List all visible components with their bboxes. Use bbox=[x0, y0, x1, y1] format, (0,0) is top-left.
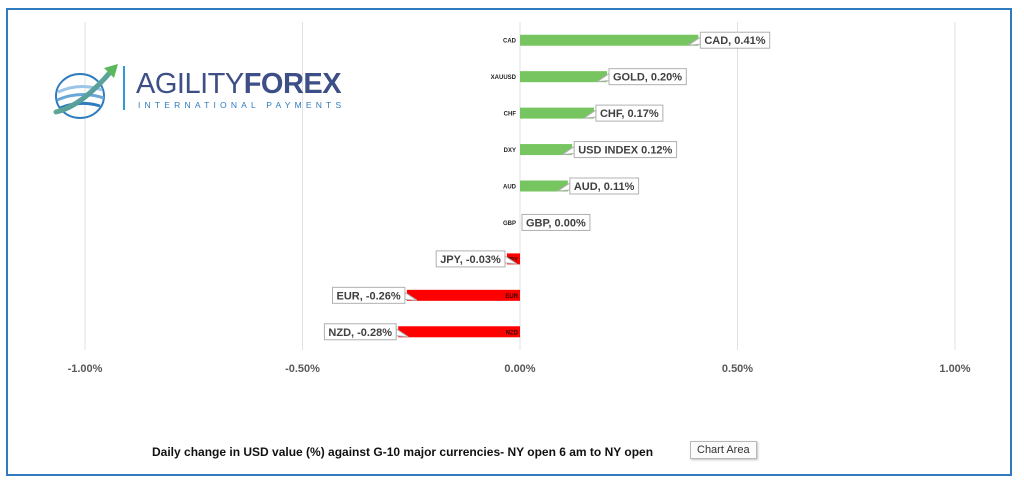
data-label-box bbox=[331, 286, 406, 304]
data-label: EUR, -0.26% bbox=[336, 290, 400, 302]
data-label-box bbox=[595, 104, 664, 122]
category-label: EUR bbox=[505, 294, 518, 300]
data-label-box bbox=[323, 323, 397, 341]
bar bbox=[520, 180, 568, 192]
bar bbox=[406, 289, 520, 301]
data-label: CHF, 0.17% bbox=[600, 108, 659, 120]
chart-area-tooltip: Chart Area bbox=[690, 441, 757, 459]
data-label: CAD, 0.41% bbox=[704, 35, 765, 47]
chart-caption: Daily change in USD value (%) against G-… bbox=[152, 445, 654, 459]
x-tick-label: 0.00% bbox=[504, 363, 535, 375]
x-tick-label: -0.50% bbox=[285, 363, 320, 375]
data-label-box bbox=[699, 31, 771, 49]
data-label: AUD, 0.11% bbox=[574, 181, 635, 193]
data-label: USD INDEX 0.12% bbox=[578, 145, 672, 157]
logo-subtitle: INTERNATIONAL PAYMENTS bbox=[138, 100, 346, 110]
bar bbox=[520, 144, 573, 156]
data-label: JPY, -0.03% bbox=[440, 254, 501, 266]
bar bbox=[520, 34, 699, 46]
x-tick-label: -1.00% bbox=[68, 363, 103, 375]
logo-wordmark: AGILITYFOREX bbox=[136, 68, 342, 100]
bar bbox=[520, 107, 594, 119]
data-label-box bbox=[521, 213, 591, 231]
chart-frame bbox=[6, 8, 1012, 476]
data-label: NZD, -0.28% bbox=[328, 327, 392, 339]
data-label: GOLD, 0.20% bbox=[613, 72, 682, 84]
category-label: CAD bbox=[503, 39, 517, 45]
data-label-box bbox=[608, 68, 687, 86]
category-label: AUD bbox=[503, 185, 517, 191]
data-label-box bbox=[573, 141, 678, 159]
bar bbox=[520, 71, 607, 83]
logo-divider bbox=[123, 66, 125, 110]
data-label-box bbox=[569, 177, 640, 195]
agility-forex-logo: AGILITYFOREX INTERNATIONAL PAYMENTS bbox=[52, 62, 342, 122]
category-label: GBP bbox=[503, 221, 516, 227]
bar bbox=[398, 326, 520, 338]
data-label: GBP, 0.00% bbox=[526, 217, 586, 229]
category-label: NZD bbox=[506, 330, 519, 336]
category-label: XAUUSD bbox=[491, 75, 517, 81]
globe-swoosh-icon bbox=[53, 64, 118, 119]
bar bbox=[506, 253, 520, 265]
x-tick-label: 1.00% bbox=[939, 363, 970, 375]
category-label: DXY bbox=[504, 148, 516, 154]
category-label: CHF bbox=[504, 112, 517, 118]
x-tick-label: 0.50% bbox=[722, 363, 753, 375]
data-label-box bbox=[435, 250, 506, 268]
